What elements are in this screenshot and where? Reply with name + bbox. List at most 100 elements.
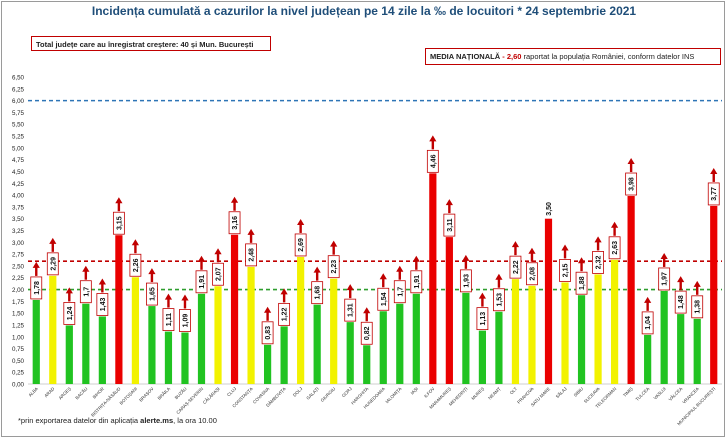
x-tick-label: SĂLAJ (555, 386, 568, 399)
increase-arrow-head (511, 241, 520, 248)
data-label-box (476, 307, 489, 331)
bar (660, 290, 668, 384)
national-average-suffix: raportat la populația României, conform … (523, 52, 695, 61)
increase-arrow (530, 252, 534, 262)
bar (82, 303, 90, 384)
x-tick-label: BRAȘOV (138, 386, 155, 403)
increase-arrow-head (148, 268, 156, 275)
x-tick-label: VÂLCEA (668, 386, 684, 402)
increase-arrow-head (164, 293, 173, 300)
data-label-box (46, 252, 59, 276)
bar (561, 282, 569, 384)
increase-arrow (382, 278, 385, 288)
data-label: 3,16 (232, 216, 239, 230)
data-label-box (658, 267, 671, 291)
y-tick-label: 6,25 (12, 86, 25, 93)
increase-arrow-head (660, 252, 668, 259)
data-label-box (691, 295, 704, 319)
x-tick-label: TIMIȘ (622, 386, 634, 398)
increase-arrow-head (379, 273, 387, 280)
bar (330, 278, 338, 384)
bar (297, 256, 305, 384)
bar (49, 275, 57, 384)
national-average-value: - 2,60 (502, 52, 522, 61)
increase-arrow-head (98, 278, 106, 285)
data-label-box (245, 243, 257, 267)
data-label-box (509, 255, 522, 279)
increase-arrow (150, 273, 154, 283)
bar (214, 286, 222, 384)
x-tick-label: CĂLĂRAȘI (202, 386, 221, 405)
x-tick-label: ARAD (43, 386, 55, 398)
data-label: 2,69 (298, 238, 305, 252)
y-tick-label: 0,50 (12, 358, 25, 365)
increase-arrow (332, 245, 335, 255)
increase-arrow (282, 293, 286, 303)
data-label: 1,91 (414, 275, 421, 289)
increase-arrow-head (429, 135, 437, 142)
x-tick-label: OLT (509, 386, 519, 396)
x-tick-label: ALBA (27, 386, 39, 398)
data-label-box (493, 288, 505, 312)
data-label: 3,11 (447, 218, 454, 231)
data-label-box (559, 259, 571, 282)
data-label: 1,38 (695, 300, 702, 314)
increase-arrow-head (610, 221, 619, 228)
data-label-box (575, 271, 588, 295)
x-tick-label: ILFOV (423, 386, 436, 399)
increase-arrow (101, 283, 104, 293)
increase-arrow (299, 223, 302, 233)
data-label-box (707, 182, 720, 206)
increase-arrow-head (82, 265, 90, 272)
y-tick-label: 4,75 (12, 157, 25, 164)
bar (710, 205, 718, 384)
bar (429, 173, 437, 384)
data-label-box (393, 280, 406, 304)
bar (148, 306, 156, 384)
data-label-box (360, 321, 373, 345)
increase-arrow (415, 260, 418, 270)
x-tick-label: MUREȘ (470, 386, 485, 401)
increase-arrow-head (627, 158, 635, 165)
data-label-box (129, 253, 142, 277)
data-label-box (426, 149, 439, 173)
y-tick-label: 5,25 (12, 134, 25, 141)
increase-arrow-head (197, 255, 206, 262)
data-label-box (96, 293, 109, 316)
increase-arrow (514, 246, 517, 256)
increase-arrow-head (677, 276, 685, 283)
increase-arrow-head (65, 287, 73, 294)
y-tick-label: 4,25 (12, 181, 25, 188)
increase-arrow (315, 271, 319, 281)
data-label: 1,24 (67, 307, 74, 321)
y-tick-label: 2,25 (12, 275, 25, 282)
bar (346, 322, 354, 384)
y-tick-label: 1,25 (12, 322, 25, 329)
data-label: 1,22 (282, 307, 289, 321)
increase-arrow (613, 226, 616, 236)
data-label: 1,54 (381, 292, 388, 306)
data-label-box (592, 251, 604, 274)
x-tick-label: BOTOȘANI (119, 386, 139, 406)
increase-arrow-head (297, 218, 305, 225)
data-label: 1,91 (199, 275, 206, 289)
y-tick-label: 4,00 (12, 193, 25, 200)
footnote-suffix: , la ora 10.00 (173, 416, 217, 425)
data-label-box (79, 280, 92, 304)
x-tick-label: SIBIU (573, 386, 585, 398)
y-tick-label: 6,00 (12, 98, 25, 105)
increase-arrow (200, 260, 203, 270)
data-label-box (212, 262, 224, 286)
x-tick-label: IALOMIȚA (384, 386, 402, 404)
x-tick-label: ARGEȘ (58, 386, 72, 400)
increase-arrow (183, 299, 187, 309)
increase-arrow-head (363, 307, 371, 314)
y-tick-label: 3,50 (12, 216, 25, 223)
increase-arrow-head (445, 199, 453, 206)
increase-arrow (712, 172, 715, 182)
y-tick-label: 1,00 (12, 334, 25, 341)
y-tick-label: 2,50 (12, 263, 25, 270)
y-tick-label: 2,00 (12, 287, 25, 294)
bar (280, 326, 288, 384)
